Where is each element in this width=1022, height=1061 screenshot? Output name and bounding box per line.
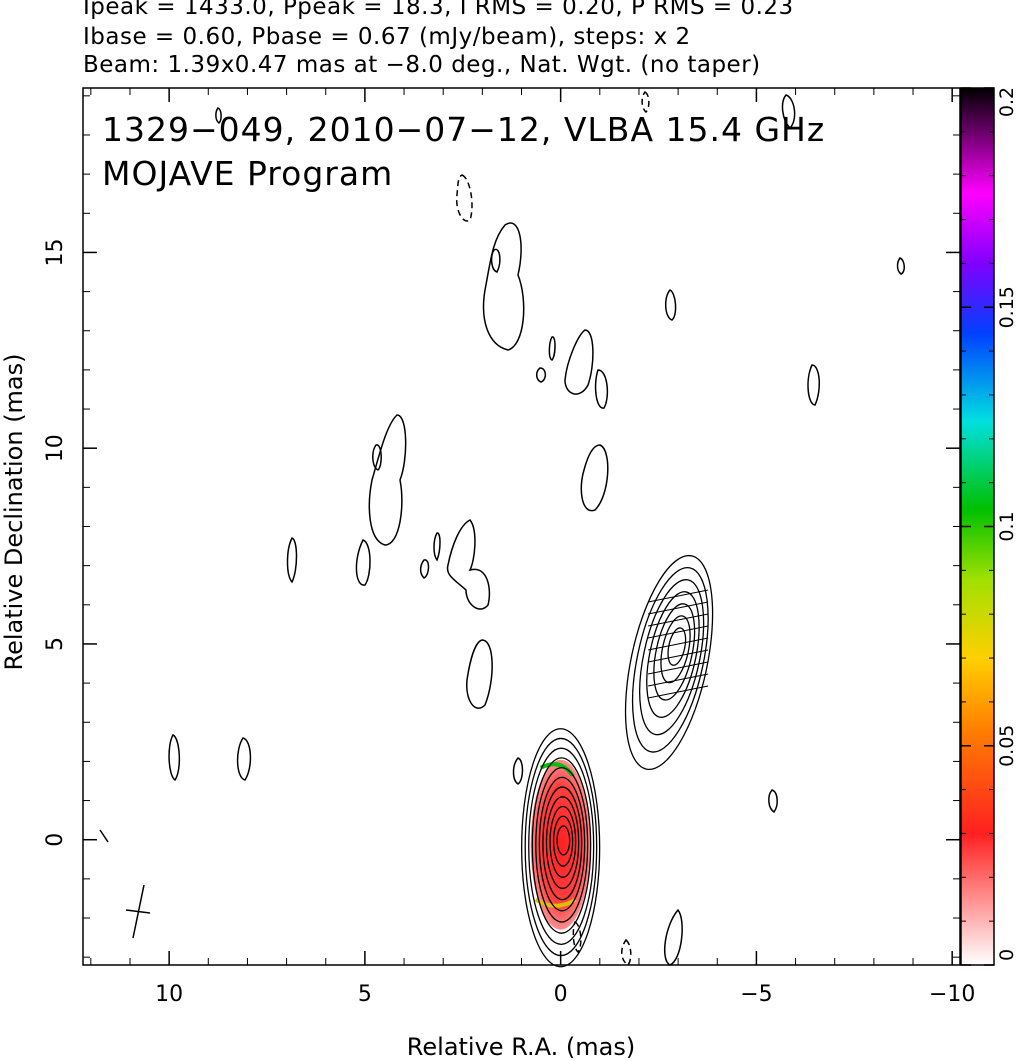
- chart-subtitle: MOJAVE Program: [102, 154, 393, 193]
- contour-blob: [664, 289, 677, 321]
- x-tick-label: 10: [155, 982, 183, 1007]
- contour-blob: [781, 94, 796, 130]
- cb-tick-label: 0.15: [996, 286, 1018, 328]
- core-pol-edge: [539, 762, 575, 777]
- contour-blob: [286, 537, 298, 584]
- beam-marker: [99, 829, 151, 939]
- contour-blob: [768, 789, 778, 814]
- contour-blob: [168, 734, 181, 782]
- x-tick-label: −5: [740, 982, 772, 1007]
- contour-blob: [512, 757, 524, 785]
- contour-blob: [466, 639, 493, 709]
- contour-blob: [368, 414, 407, 546]
- core-contour: [521, 728, 601, 968]
- core-contour: [545, 796, 580, 890]
- jet-contour: [660, 615, 691, 684]
- pol-vector: [648, 601, 709, 615]
- contour-blob: [490, 248, 501, 273]
- chart-title: 1329−049, 2010−07−12, VLBA 15.4 GHz: [102, 110, 825, 149]
- jet-contour: [624, 554, 714, 771]
- contour-blob: [455, 174, 473, 222]
- contour-blob: [663, 908, 683, 966]
- contour-blob: [419, 559, 430, 579]
- y-tick-label: 15: [43, 238, 68, 266]
- contour-blob: [548, 336, 556, 361]
- components-layer: [521, 554, 714, 968]
- core-contour: [556, 825, 571, 856]
- pol-vector: [648, 673, 709, 687]
- pol-vector: [648, 685, 709, 699]
- x-tick-label: −10: [929, 982, 975, 1007]
- contour-blob: [641, 91, 650, 114]
- core-contour: [531, 757, 592, 934]
- contour-blob: [355, 539, 371, 586]
- pol-vector: [648, 661, 709, 675]
- y-tick-label: 5: [43, 637, 68, 651]
- header-line-1: Ipeak = 1433.0, Ppeak = 18.3, I RMS = 0.…: [83, 0, 794, 20]
- y-axis: 0 5 10 15: [43, 95, 960, 958]
- contour-blob: [594, 369, 609, 409]
- contour-blob: [621, 938, 632, 966]
- cb-tick-label: 0.1: [996, 511, 1018, 541]
- cb-tick-label: 0.2: [996, 87, 1018, 117]
- cb-tick-label: 0.05: [996, 725, 1018, 767]
- core-contour: [535, 766, 589, 923]
- contour-blob: [215, 107, 222, 124]
- pol-vector: [648, 589, 709, 603]
- core-contour: [549, 805, 577, 878]
- jet-contour: [639, 579, 705, 736]
- pol-vector: [648, 613, 709, 627]
- x-axis: 10 5 0 −5 −10: [90, 88, 975, 1007]
- jet-contour: [667, 627, 687, 666]
- contour-lines: [168, 91, 905, 966]
- core-contour: [542, 786, 583, 901]
- core-contour: [538, 776, 586, 912]
- colorbar-axis: 0 0.05 0.1 0.15 0.2: [961, 87, 1018, 966]
- y-tick-label: 10: [43, 434, 68, 462]
- contour-blob: [372, 444, 382, 471]
- contour-blob: [564, 329, 594, 395]
- cb-tick-label: 0: [996, 949, 1018, 961]
- contour-blob: [482, 222, 525, 351]
- jet-contour: [631, 566, 709, 753]
- header-line-3: Beam: 1.39x0.47 mas at −8.0 deg., Nat. W…: [83, 52, 761, 78]
- contour-blob: [580, 444, 609, 512]
- header-line-2: Ibase = 0.60, Pbase = 0.67 (mJy/beam), s…: [83, 24, 691, 50]
- contour-blob: [536, 367, 547, 383]
- x-tick-label: 0: [554, 982, 568, 1007]
- contour-blob: [807, 364, 820, 406]
- core-contour: [552, 815, 574, 867]
- core-contour: [528, 747, 595, 946]
- pol-vector: [648, 649, 709, 663]
- y-tick-label: 0: [43, 833, 68, 847]
- x-tick-label: 5: [358, 982, 372, 1007]
- contour-blob: [896, 257, 905, 275]
- contour-blob: [572, 920, 582, 954]
- y-axis-title: Relative Declination (mas): [0, 353, 28, 670]
- pol-vector: [648, 637, 709, 651]
- x-axis-title: Relative R.A. (mas): [407, 1033, 635, 1061]
- pol-vector: [648, 625, 709, 639]
- contour-blob: [446, 519, 491, 610]
- contour-blob: [433, 532, 441, 562]
- contour-blob: [236, 737, 252, 781]
